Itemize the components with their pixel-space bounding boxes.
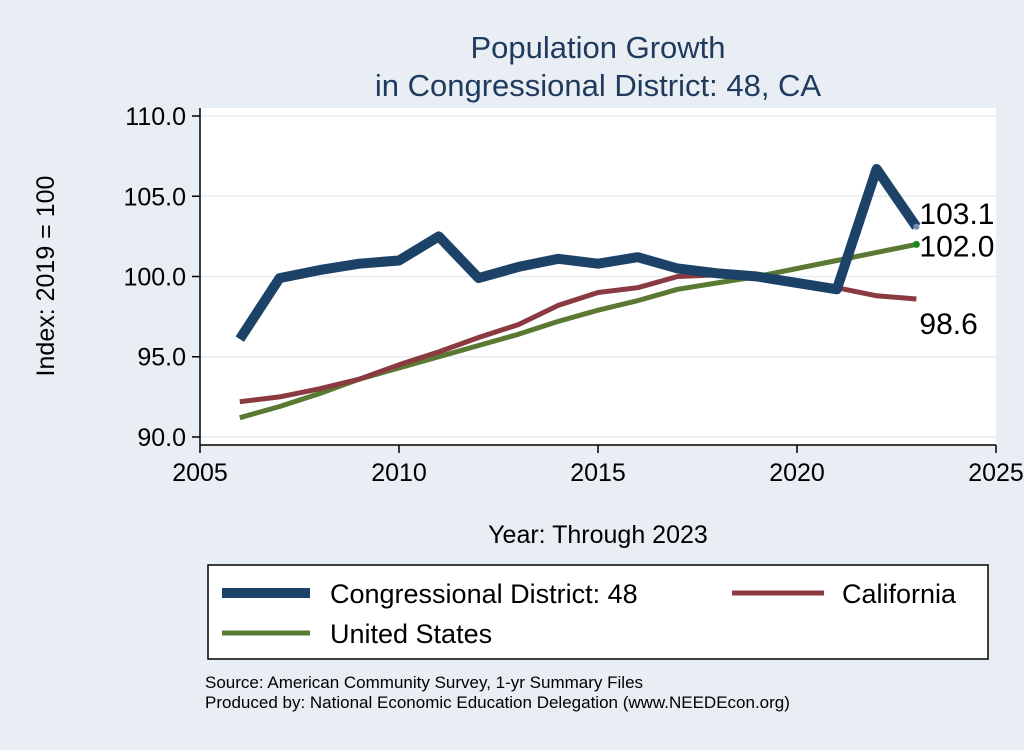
united-states-end-marker <box>912 240 920 248</box>
legend: Congressional District: 48 California Un… <box>207 564 989 660</box>
x-tick-label: 2015 <box>570 459 626 487</box>
chart-title-line-1: Population Growth <box>470 30 725 65</box>
y-tick-label: 95.0 <box>137 344 186 372</box>
y-tick-label: 105.0 <box>123 183 186 211</box>
district-end-label: 103.1 <box>919 198 994 231</box>
legend-label-united-states: United States <box>330 619 492 649</box>
x-axis-title: Year: Through 2023 <box>488 521 708 549</box>
source-note: Source: American Community Survey, 1-yr … <box>205 673 643 692</box>
california-end-label: 98.6 <box>919 308 977 341</box>
legend-label-california: California <box>842 579 957 609</box>
x-tick-label: 2025 <box>968 459 1024 487</box>
series-lines <box>235 164 921 421</box>
x-tick-label: 2005 <box>172 459 228 487</box>
y-tick-label: 90.0 <box>137 424 186 452</box>
y-tick-label: 110.0 <box>125 103 186 131</box>
united-states-end-label: 102.0 <box>919 230 994 263</box>
legend-label-district: Congressional District: 48 <box>330 579 638 609</box>
chart-title-line-2: in Congressional District: 48, CA <box>375 68 822 103</box>
district-line <box>235 164 921 342</box>
produced-by-note: Produced by: National Economic Education… <box>205 693 790 712</box>
legend-box <box>207 564 989 660</box>
gridlines <box>200 115 996 438</box>
district-end-marker <box>913 223 920 230</box>
y-tick-label: 100.0 <box>123 264 186 292</box>
y-axis-title: Index: 2019 = 100 <box>32 176 60 377</box>
end-labels: 103.1 98.6 102.0 <box>919 198 994 341</box>
axes: 90.0 95.0 100.0 105.0 110.0 2005 2010 2015 2020 2… <box>123 103 1023 487</box>
x-tick-label: 2010 <box>371 459 427 487</box>
x-tick-label: 2020 <box>769 459 825 487</box>
